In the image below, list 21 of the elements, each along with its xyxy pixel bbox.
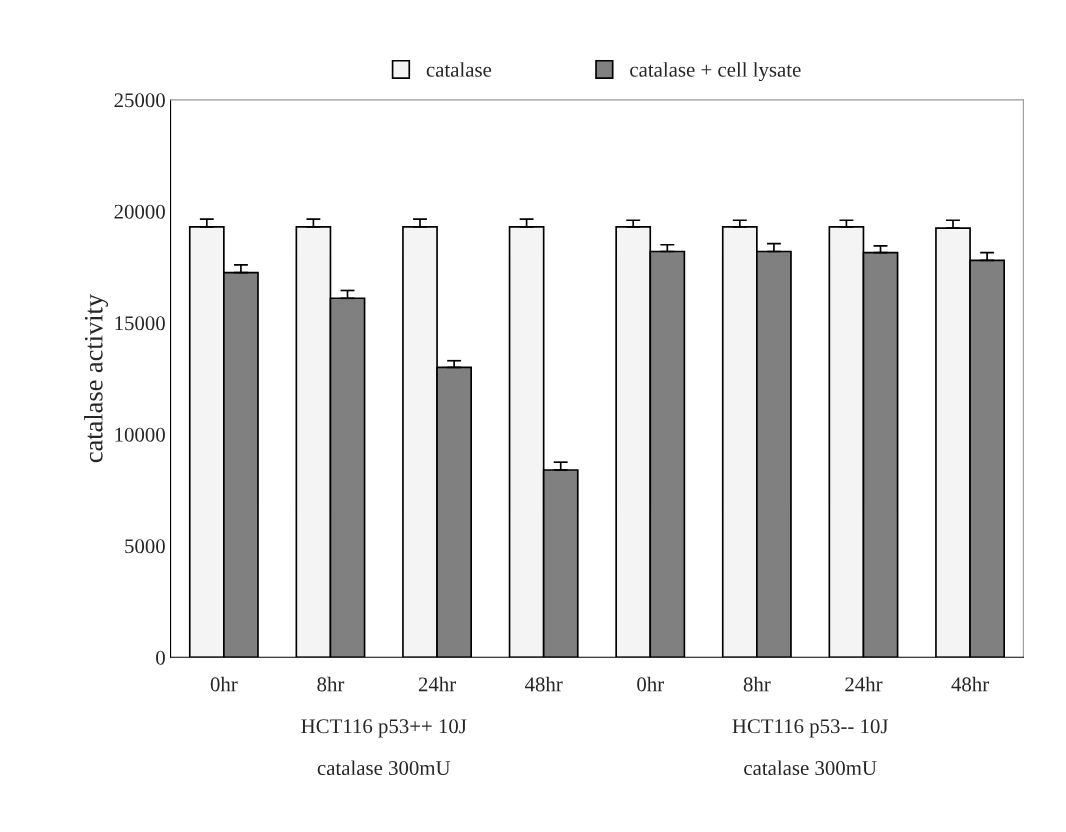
- x-tick-label: 48hr: [951, 676, 989, 692]
- x-tick-label: 48hr: [524, 676, 563, 692]
- x-tick-label: 8hr: [743, 676, 771, 692]
- x-tick-label: 24hr: [845, 676, 883, 692]
- y-tick-label: 10000: [115, 427, 165, 442]
- text: HCT116 p53++ 10J: [301, 719, 467, 738]
- x-tick-label: 0hr: [637, 676, 664, 692]
- legend-label: catalase: [426, 62, 492, 77]
- text: HCT116 p53-- 10J: [732, 719, 889, 738]
- text: catalase 300mU: [317, 760, 451, 776]
- y-tick-label: 5000: [125, 539, 165, 554]
- legend-label: catalase + cell lysate: [630, 62, 801, 82]
- y-tick-label: 15000: [115, 316, 165, 331]
- y-axis-title: catalase activity: [84, 294, 109, 463]
- x-tick-label: 8hr: [317, 676, 345, 692]
- y-tick-label: 20000: [114, 204, 165, 219]
- text: catalase 300mU: [744, 760, 877, 776]
- y-tick-label: 25000: [114, 93, 165, 108]
- y-tick-label: 0: [156, 650, 165, 665]
- x-tick-label: 24hr: [418, 676, 456, 692]
- x-tick-label: 0hr: [210, 676, 238, 692]
